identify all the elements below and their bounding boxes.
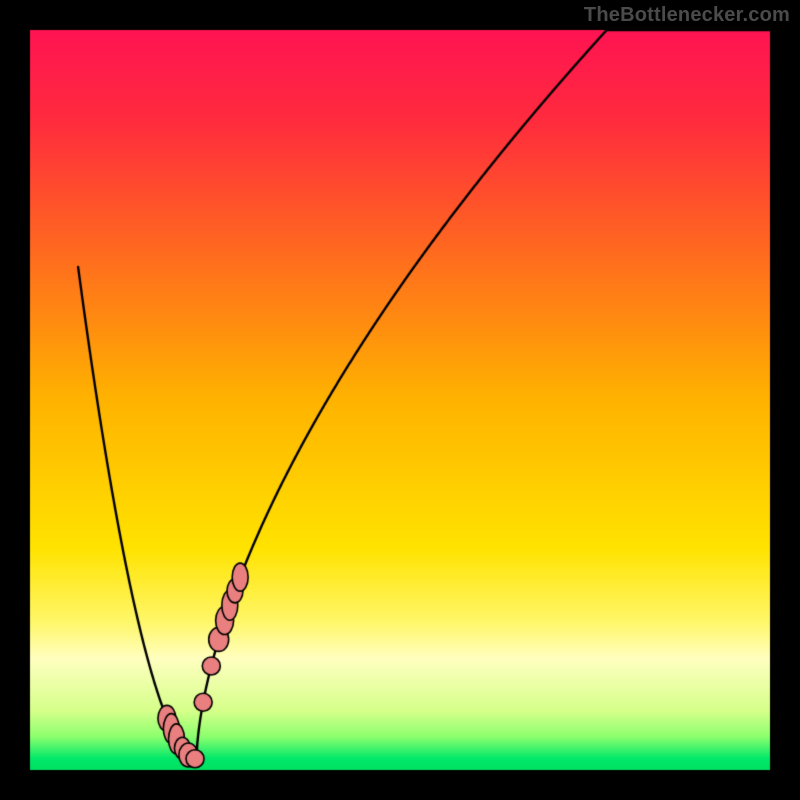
chart-stage: TheBottlenecker.com	[0, 0, 800, 800]
watermark-text: TheBottlenecker.com	[584, 4, 790, 27]
bottleneck-canvas	[0, 0, 800, 800]
